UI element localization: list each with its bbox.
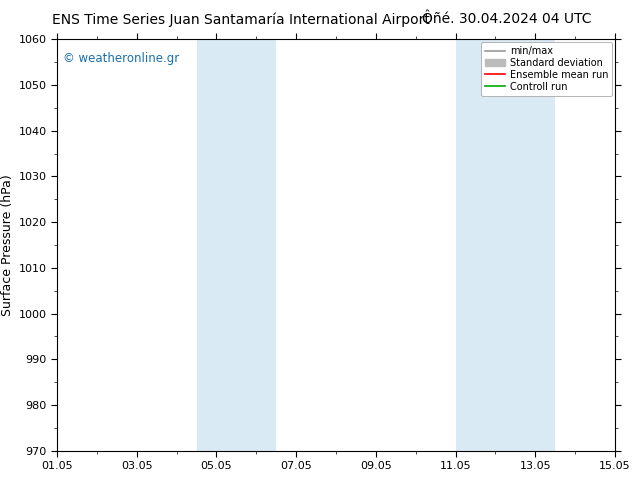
Text: Ôñé. 30.04.2024 04 UTC: Ôñé. 30.04.2024 04 UTC xyxy=(422,12,592,26)
Y-axis label: Surface Pressure (hPa): Surface Pressure (hPa) xyxy=(1,174,15,316)
Bar xyxy=(197,39,276,451)
Legend: min/max, Standard deviation, Ensemble mean run, Controll run: min/max, Standard deviation, Ensemble me… xyxy=(481,42,612,96)
Text: ENS Time Series Juan Santamaría International Airport: ENS Time Series Juan Santamaría Internat… xyxy=(52,12,430,27)
Bar xyxy=(456,39,555,451)
Text: © weatheronline.gr: © weatheronline.gr xyxy=(63,51,179,65)
